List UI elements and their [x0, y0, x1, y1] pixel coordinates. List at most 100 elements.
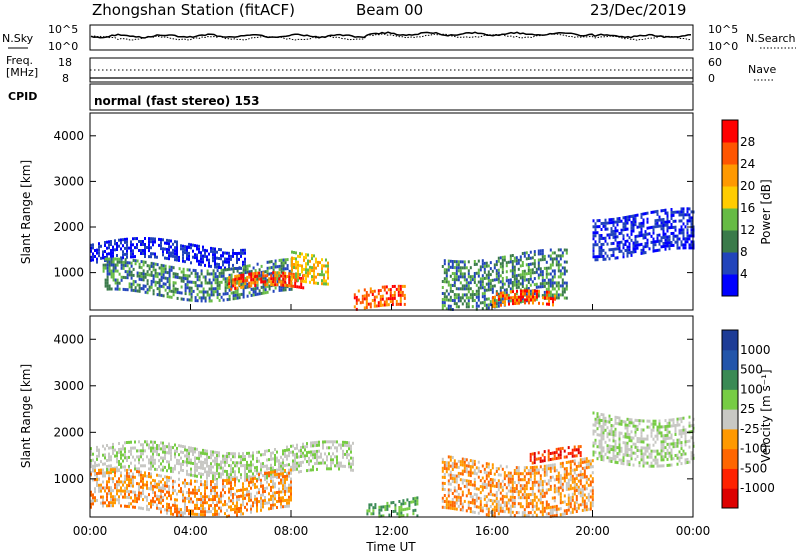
power-cell: [196, 278, 199, 282]
power-cell: [489, 300, 492, 304]
velocity-cell: [509, 471, 512, 475]
power-cell: [180, 247, 182, 251]
power-cell: [142, 252, 144, 255]
power-cell: [487, 276, 490, 280]
velocity-cell: [553, 463, 556, 467]
power-cell: [196, 272, 199, 276]
power-cell: [463, 287, 466, 291]
power-cell: [553, 275, 556, 279]
power-cell: [688, 207, 691, 211]
velocity-cell: [612, 433, 615, 437]
velocity-cell: [152, 446, 154, 450]
power-cell: [303, 279, 305, 283]
power-cell: [146, 282, 149, 286]
power-cell: [184, 248, 186, 252]
velocity-cell: [330, 467, 332, 471]
velocity-cell: [154, 479, 156, 483]
power-cell: [499, 301, 502, 305]
power-cell: [258, 289, 261, 293]
power-cell: [481, 301, 484, 305]
velocity-cell: [108, 455, 110, 459]
power-cell: [678, 228, 681, 232]
velocity-cell: [316, 467, 318, 471]
velocity-cell: [250, 495, 252, 499]
velocity-cell: [198, 486, 200, 489]
power-cell: [280, 264, 283, 268]
power-cell: [272, 280, 275, 284]
velocity-cell: [142, 489, 144, 493]
power-cell: [393, 290, 396, 294]
power-cell: [156, 287, 159, 291]
power-colorbar-label: Power [dB]: [759, 179, 773, 244]
power-cell: [634, 217, 637, 221]
velocity-cell: [240, 509, 242, 513]
velocity-cell: [602, 413, 605, 417]
power-cell: [108, 263, 111, 267]
power-cell: [453, 302, 456, 306]
velocity-cell: [300, 455, 302, 458]
power-cell: [158, 266, 161, 270]
power-colorbar-frame: [721, 119, 739, 297]
velocity-cell: [535, 513, 538, 517]
power-cell: [563, 248, 566, 252]
velocity-cell: [110, 446, 112, 450]
power-cell: [541, 279, 544, 283]
velocity-cell: [463, 499, 466, 503]
power-cell: [660, 236, 663, 240]
power-cell: [455, 275, 458, 279]
velocity-cell: [441, 496, 444, 500]
velocity-cell: [146, 440, 148, 444]
power-cell: [650, 225, 653, 229]
velocity-cell: [128, 449, 130, 453]
power-cell: [210, 290, 213, 294]
velocity-cell: [282, 484, 284, 488]
velocity-cell: [326, 458, 328, 462]
power-cell: [551, 263, 554, 267]
velocity-cell: [146, 486, 148, 490]
velocity-cell: [394, 509, 397, 513]
power-cell: [618, 241, 621, 244]
velocity-cell: [94, 469, 96, 473]
velocity-cell: [549, 469, 552, 473]
power-cell: [152, 274, 155, 278]
power-cell: [112, 263, 115, 267]
power-cell: [662, 236, 665, 239]
velocity-cell: [539, 474, 542, 478]
velocity-cell: [246, 466, 248, 470]
velocity-cell: [549, 478, 552, 482]
velocity-cell: [587, 492, 590, 496]
power-cell: [656, 221, 659, 225]
velocity-cell: [178, 471, 180, 475]
velocity-cell: [539, 465, 542, 469]
power-cell: [274, 286, 277, 290]
power-cell: [513, 256, 516, 260]
velocity-cell: [156, 482, 158, 486]
velocity-cell: [565, 461, 568, 464]
power-cell: [636, 213, 639, 217]
power-cell: [100, 244, 102, 248]
velocity-cell: [342, 452, 344, 456]
power-cell: [441, 298, 444, 301]
velocity-cell: [610, 430, 613, 433]
power-cell: [682, 234, 685, 238]
velocity-cell: [250, 507, 252, 511]
velocity-cell: [483, 485, 486, 489]
velocity-cell: [232, 487, 234, 490]
power-cell: [475, 304, 478, 308]
velocity-cell: [276, 506, 278, 509]
velocity-cell: [112, 489, 114, 493]
velocity-cell: [565, 473, 568, 476]
velocity-cell: [527, 496, 530, 500]
velocity-cell: [162, 444, 164, 448]
power-cell: [194, 299, 197, 303]
power-cell: [485, 306, 488, 310]
power-cell: [138, 265, 141, 269]
power-cell: [258, 271, 261, 275]
velocity-cell: [158, 444, 160, 448]
power-cell: [300, 286, 303, 289]
power-cell: [678, 219, 681, 223]
power-cell: [670, 214, 673, 217]
power-cell: [124, 258, 127, 262]
power-cell: [638, 234, 641, 238]
power-cell: [656, 209, 659, 213]
